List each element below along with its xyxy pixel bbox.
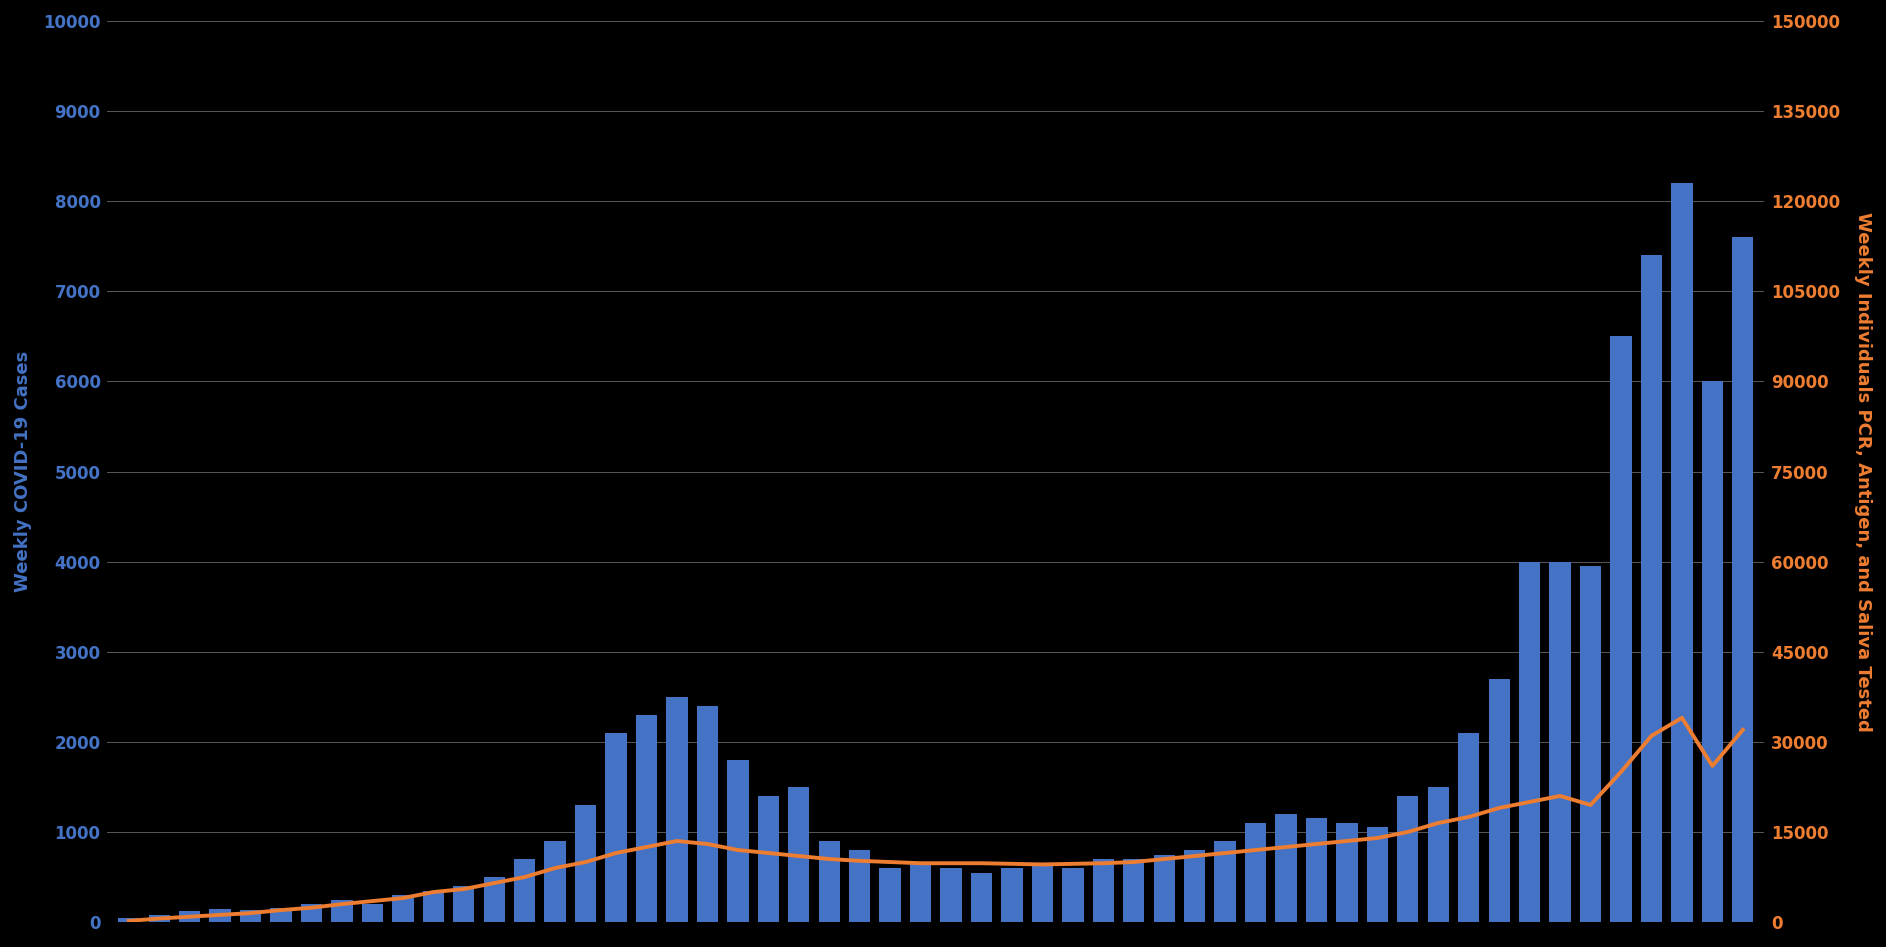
Bar xyxy=(302,904,323,922)
Bar xyxy=(483,877,505,922)
Bar xyxy=(1731,237,1754,922)
Bar xyxy=(849,850,869,922)
Bar xyxy=(575,805,596,922)
Bar xyxy=(179,911,200,922)
Bar xyxy=(1305,818,1328,922)
Y-axis label: Weekly COVID-19 Cases: Weekly COVID-19 Cases xyxy=(13,351,32,592)
Bar xyxy=(636,715,656,922)
Bar xyxy=(422,890,443,922)
Bar xyxy=(1184,850,1205,922)
Bar xyxy=(605,733,626,922)
Bar xyxy=(209,908,230,922)
Bar xyxy=(788,787,809,922)
Bar xyxy=(879,868,902,922)
Y-axis label: Weekly Individuals PCR, Antigen, and Saliva Tested: Weekly Individuals PCR, Antigen, and Sal… xyxy=(1854,211,1873,731)
Bar xyxy=(1092,859,1115,922)
Bar xyxy=(941,868,962,922)
Bar xyxy=(240,910,262,922)
Bar xyxy=(332,900,353,922)
Bar xyxy=(1062,868,1083,922)
Bar xyxy=(362,904,383,922)
Bar xyxy=(1428,787,1448,922)
Bar xyxy=(545,841,566,922)
Bar xyxy=(515,859,536,922)
Bar xyxy=(1518,562,1541,922)
Bar xyxy=(1215,841,1235,922)
Bar xyxy=(149,915,170,922)
Bar xyxy=(1641,255,1662,922)
Bar xyxy=(1001,868,1022,922)
Bar xyxy=(1398,795,1418,922)
Bar xyxy=(119,918,140,922)
Bar xyxy=(1458,733,1479,922)
Bar xyxy=(728,759,749,922)
Bar xyxy=(909,864,932,922)
Bar xyxy=(971,872,992,922)
Bar xyxy=(666,697,688,922)
Bar xyxy=(758,795,779,922)
Bar xyxy=(819,841,839,922)
Bar xyxy=(696,706,719,922)
Bar xyxy=(1488,679,1511,922)
Bar xyxy=(1337,823,1358,922)
Bar xyxy=(1580,566,1601,922)
Bar xyxy=(270,907,292,922)
Bar xyxy=(453,886,475,922)
Bar xyxy=(1275,814,1298,922)
Bar xyxy=(1245,823,1266,922)
Bar xyxy=(392,895,413,922)
Bar xyxy=(1032,864,1052,922)
Bar xyxy=(1367,828,1388,922)
Bar xyxy=(1701,382,1724,922)
Bar xyxy=(1611,336,1631,922)
Bar xyxy=(1122,859,1145,922)
Bar xyxy=(1154,854,1175,922)
Bar xyxy=(1671,183,1692,922)
Bar xyxy=(1550,562,1571,922)
